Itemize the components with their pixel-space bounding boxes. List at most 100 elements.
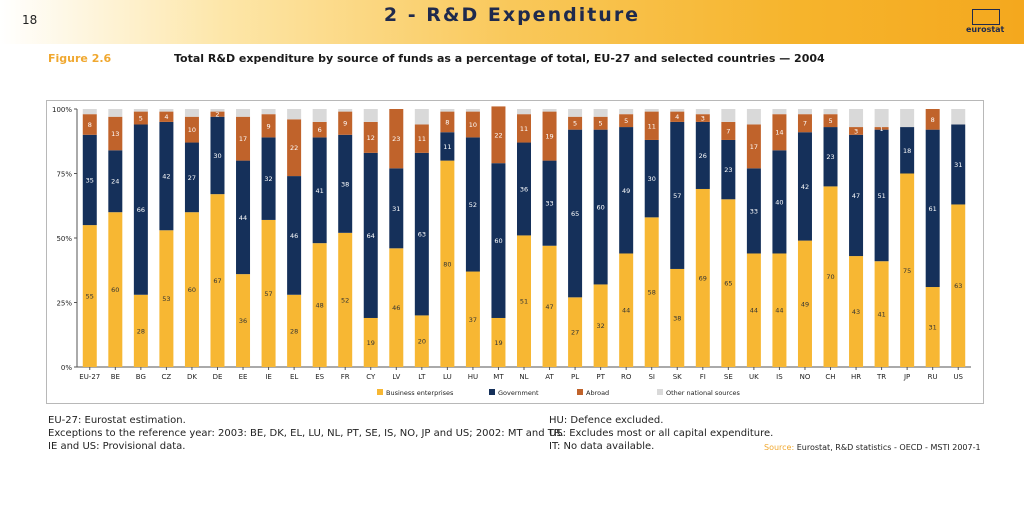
x-tick-label: JP	[903, 373, 910, 381]
bar-segment	[593, 129, 608, 285]
bar-segment	[721, 139, 736, 200]
bar-segment	[108, 116, 123, 151]
data-label: 30	[213, 152, 221, 160]
data-label: 37	[469, 316, 477, 324]
bar-segment	[363, 121, 378, 153]
bar-segment	[670, 111, 685, 122]
bar-segment	[874, 129, 889, 262]
bar-segment	[644, 111, 659, 140]
bar-segment	[491, 317, 506, 367]
bar-segment	[619, 253, 634, 367]
data-label: 52	[341, 296, 349, 304]
bar-segment	[389, 109, 404, 169]
bar-segment	[414, 152, 429, 316]
data-label: 23	[392, 135, 400, 143]
bar-segment	[823, 114, 838, 128]
bar-segment	[108, 109, 123, 117]
bar-segment	[746, 124, 761, 169]
bar-segment	[414, 315, 429, 367]
bar-segment	[440, 109, 455, 112]
bar-segment	[772, 253, 787, 367]
bar-segment	[797, 114, 812, 133]
x-tick-label: EL	[290, 373, 298, 381]
data-label: 17	[750, 143, 758, 151]
bar-segment	[900, 127, 915, 174]
bar-segment	[517, 114, 531, 143]
bar-segment	[287, 109, 302, 120]
data-label: 43	[852, 308, 860, 316]
bar-segment	[82, 134, 97, 226]
bar-segment	[874, 109, 889, 128]
legend-swatch	[489, 389, 495, 395]
bar-segment	[670, 268, 685, 367]
bar-segment	[695, 114, 710, 122]
bar-segment	[465, 111, 480, 138]
bar-segment	[951, 109, 966, 125]
x-tick-label: NL	[519, 373, 528, 381]
bar-segment	[312, 137, 327, 244]
data-label: 19	[367, 339, 375, 347]
data-label: 58	[648, 289, 656, 297]
data-label: 5	[624, 117, 628, 125]
data-label: 7	[726, 127, 730, 135]
data-label: 26	[699, 152, 707, 160]
bar-segment	[542, 160, 557, 246]
data-label: 10	[188, 126, 196, 134]
bar-segment	[108, 150, 123, 213]
data-label: 31	[954, 161, 962, 169]
x-tick-label: SE	[724, 373, 733, 381]
x-tick-label: RO	[621, 373, 632, 381]
bar-segment	[746, 253, 761, 367]
x-tick-label: SI	[648, 373, 655, 381]
data-label: 28	[290, 327, 298, 335]
data-label: 36	[520, 185, 528, 193]
bar-segment	[695, 188, 710, 367]
bar-segment	[619, 127, 634, 254]
bar-segment	[644, 217, 659, 367]
data-label: 44	[775, 307, 783, 315]
data-label: 61	[929, 205, 937, 213]
page-title: 2 - R&D Expenditure	[383, 4, 641, 26]
data-label: 57	[673, 192, 681, 200]
bar-segment	[465, 109, 480, 112]
bar-segment	[210, 194, 225, 367]
bar-segment	[593, 109, 608, 117]
y-tick-label: 50%	[56, 235, 72, 243]
x-tick-label: US	[953, 373, 963, 381]
data-label: 5	[139, 115, 143, 123]
data-label: 3	[701, 115, 705, 123]
data-label: 60	[494, 237, 502, 245]
data-label: 7	[803, 120, 807, 128]
bar-segment	[184, 109, 199, 117]
bar-segment	[772, 150, 787, 254]
x-tick-label: EE	[239, 373, 248, 381]
data-label: 27	[571, 329, 579, 337]
x-tick-label: LU	[443, 373, 452, 381]
bar-segment	[159, 111, 174, 122]
bar-segment	[261, 219, 276, 367]
bar-segment	[236, 274, 251, 367]
data-label: 8	[445, 118, 449, 126]
data-label: 33	[750, 207, 758, 215]
y-tick-label: 0%	[61, 364, 72, 372]
data-label: 19	[494, 339, 502, 347]
x-tick-label: IE	[265, 373, 272, 381]
bar-segment	[312, 121, 327, 138]
bar-segment	[797, 240, 812, 367]
footnotes-left: EU-27: Eurostat estimation. Exceptions t…	[48, 414, 564, 453]
data-label: 60	[188, 286, 196, 294]
source-text: Eurostat, R&D statistics - OECD - MSTI 2…	[796, 443, 981, 452]
data-label: 11	[520, 125, 528, 133]
x-tick-label: CZ	[162, 373, 172, 381]
data-label: 60	[111, 286, 119, 294]
data-label: 63	[418, 231, 426, 239]
bar-segment	[287, 176, 302, 295]
data-label: 1	[880, 125, 884, 133]
data-label: 6	[318, 126, 322, 134]
data-label: 57	[264, 290, 272, 298]
data-label: 46	[290, 232, 298, 240]
bar-segment	[82, 114, 97, 135]
footnote: US: Excludes most or all capital expendi…	[549, 428, 774, 439]
data-label: 65	[724, 280, 732, 288]
bar-segment	[925, 129, 940, 288]
